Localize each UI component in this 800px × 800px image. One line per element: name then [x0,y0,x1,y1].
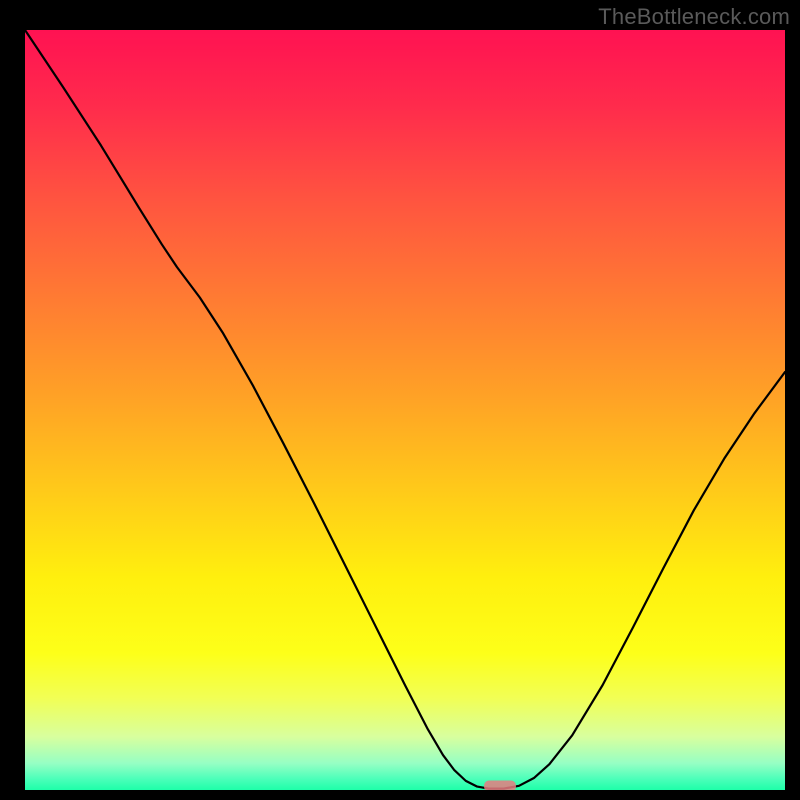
optimal-marker [484,781,516,791]
watermark-text: TheBottleneck.com [598,4,790,30]
chart-background [25,30,785,790]
bottleneck-chart [25,30,785,790]
chart-svg [25,30,785,790]
